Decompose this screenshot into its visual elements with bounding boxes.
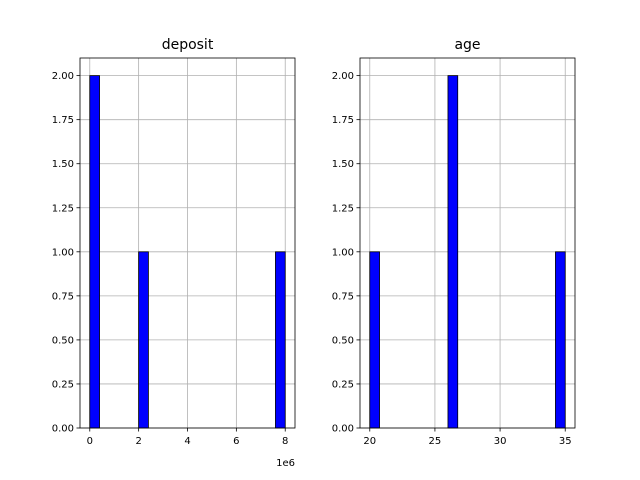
subplot-age: 20 25 30 35 0.00 0.25 0.50 0.75 1.00 1.25 1.50 1.75… [332,37,576,447]
y-tick-label: 1.50 [52,159,74,170]
y-tick-label: 1.50 [332,159,354,170]
x-tick-label: 35 [559,436,572,447]
x-offset-label: 1e6 [276,458,295,469]
histogram-bar [89,75,100,429]
y-tick-label: 0.50 [52,335,74,346]
y-tick-label: 1.00 [332,247,354,258]
histogram-bar [447,75,459,429]
histogram-bar [555,251,566,429]
y-tick-label: 1.75 [52,115,74,126]
x-tick-label: 8 [282,436,288,447]
y-tick-label: 0.50 [332,335,354,346]
subplot-title: deposit [162,37,214,53]
x-tick-label: 25 [429,436,442,447]
y-tick-label: 1.00 [52,247,74,258]
x-tick-label: 30 [494,436,507,447]
y-tick-label: 0.25 [332,379,354,390]
subplot-title: age [454,37,480,53]
axes-frame [359,57,576,429]
histogram-bar [369,251,380,429]
x-tick-label: 4 [184,436,190,447]
y-tick-label: 0.00 [332,424,354,435]
x-tick-label: 20 [363,436,376,447]
histogram-bar [275,251,286,429]
y-tick-label: 1.75 [332,115,354,126]
histogram-bar [138,251,149,429]
y-tick-label: 2.00 [332,71,354,82]
y-tick-label: 0.25 [52,379,74,390]
y-tick-label: 0.00 [52,424,74,435]
y-tick-label: 0.75 [52,291,74,302]
y-tick-label: 2.00 [52,71,74,82]
x-tick-label: 6 [233,436,239,447]
y-tick-label: 1.25 [52,203,74,214]
x-tick-label: 0 [87,436,93,447]
x-tick-label: 2 [135,436,141,447]
y-tick-label: 1.25 [332,203,354,214]
subplot-deposit: 0 2 4 6 8 0.00 0.25 0.50 0.75 1.00 1.25 1.50 1.75 2.0… [52,37,296,469]
y-tick-label: 0.75 [332,291,354,302]
